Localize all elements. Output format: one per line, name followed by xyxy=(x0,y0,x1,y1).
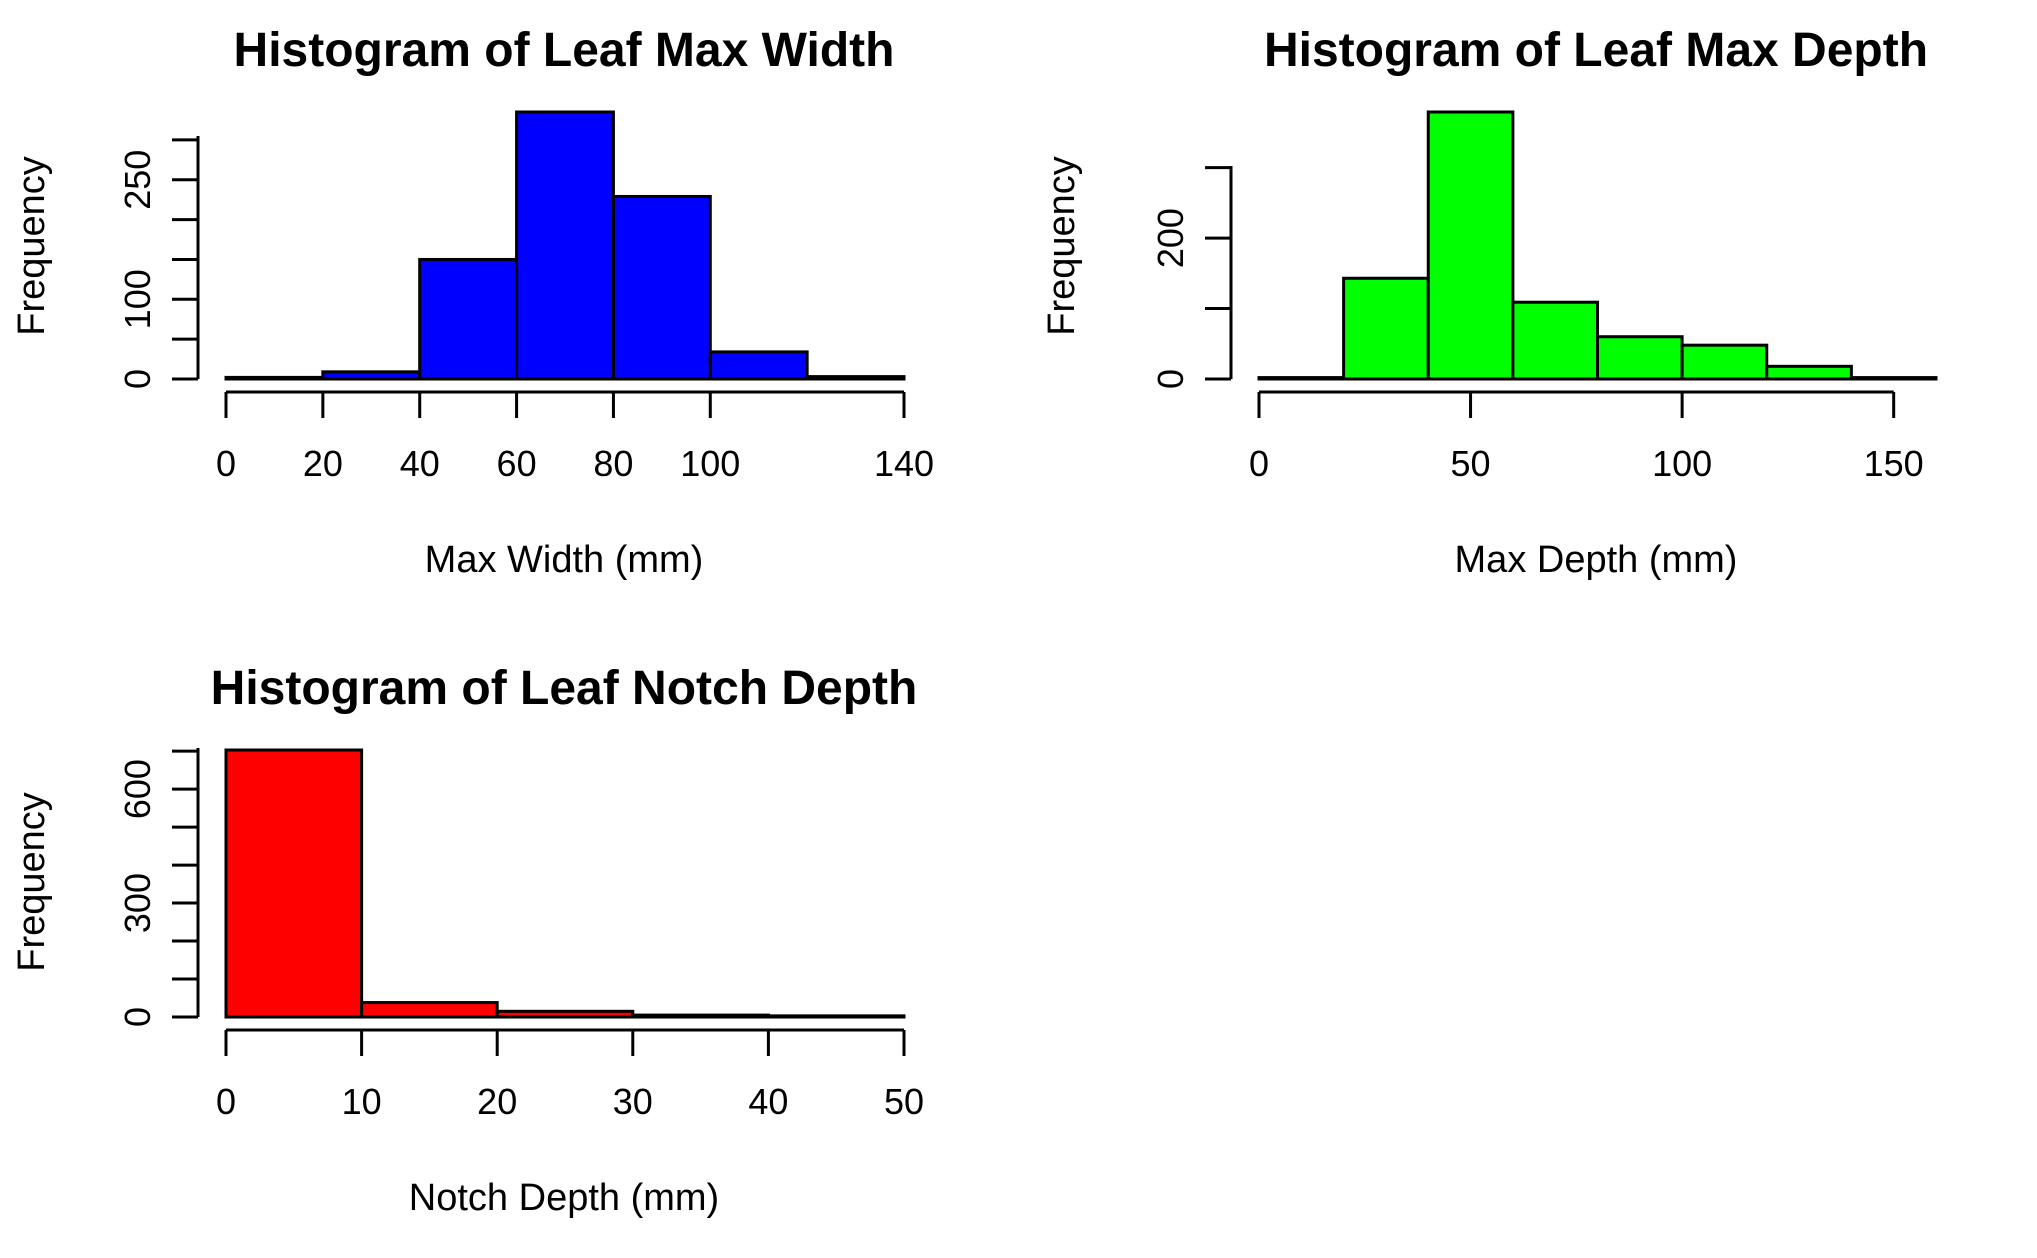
histogram-bar xyxy=(1596,335,1684,381)
y-tick-label: 0 xyxy=(117,1007,158,1027)
histogram-bar xyxy=(1426,110,1515,381)
chart-title: Histogram of Leaf Max Width xyxy=(234,24,895,77)
y-tick-label: 250 xyxy=(117,150,158,210)
x-axis: 0 20 40 60 80 100 140 xyxy=(216,390,934,484)
histogram-bar xyxy=(766,1014,906,1019)
x-tick-label: 20 xyxy=(303,443,343,484)
histogram-bar xyxy=(611,194,712,381)
y-axis: 0 200 xyxy=(1150,166,1233,389)
x-tick-label: 100 xyxy=(1652,443,1712,484)
bars xyxy=(224,110,906,381)
x-tick-label: 50 xyxy=(884,1081,924,1122)
histogram-bar xyxy=(631,1013,770,1019)
histogram-bar xyxy=(708,350,809,381)
x-tick-label: 100 xyxy=(680,443,740,484)
x-tick-label: 40 xyxy=(400,443,440,484)
x-tick-label: 50 xyxy=(1451,443,1491,484)
x-tick-label: 40 xyxy=(748,1081,788,1122)
y-tick-label: 100 xyxy=(117,269,158,329)
y-tick-label: 0 xyxy=(1150,369,1191,389)
panel-max-width: Histogram of Leaf Max Width Max Width (m… xyxy=(11,24,934,581)
x-tick-label: 30 xyxy=(613,1081,653,1122)
histogram-bar xyxy=(1511,300,1599,381)
bars xyxy=(224,748,906,1019)
histogram-bar xyxy=(1680,343,1769,381)
y-tick-label: 0 xyxy=(117,369,158,389)
histogram-bar xyxy=(418,257,519,381)
y-axis: 0 100 250 xyxy=(117,136,200,389)
x-tick-label: 80 xyxy=(593,443,633,484)
histogram-bar xyxy=(515,110,615,381)
x-tick-label: 0 xyxy=(216,1081,236,1122)
x-axis-label: Max Depth (mm) xyxy=(1455,539,1738,581)
y-axis: 0 300 600 xyxy=(117,748,200,1027)
x-axis-label: Max Width (mm) xyxy=(425,539,704,581)
x-axis: 0 10 20 30 40 50 xyxy=(216,1028,924,1122)
panel-notch-depth: Histogram of Leaf Notch Depth Notch Dept… xyxy=(11,662,924,1219)
histogram-bar xyxy=(1765,364,1853,381)
y-tick-label: 300 xyxy=(117,873,158,933)
x-tick-label: 0 xyxy=(1249,443,1269,484)
bars xyxy=(1257,110,1938,381)
x-axis: 0 50 100 150 xyxy=(1249,390,1924,484)
histogram-bar xyxy=(1257,376,1346,381)
panel-max-depth: Histogram of Leaf Max Depth Max Depth (m… xyxy=(1041,24,1938,581)
histogram-bar xyxy=(321,370,422,381)
y-axis-label: Frequency xyxy=(1041,156,1083,336)
histogram-bar xyxy=(805,375,906,381)
x-tick-label: 10 xyxy=(342,1081,382,1122)
chart-title: Histogram of Leaf Max Depth xyxy=(1264,24,1928,77)
y-axis-label: Frequency xyxy=(11,156,53,336)
histogram-bar xyxy=(360,1001,499,1019)
histogram-bar xyxy=(224,748,364,1019)
x-axis-label: Notch Depth (mm) xyxy=(409,1177,719,1219)
x-tick-label: 150 xyxy=(1864,443,1924,484)
histogram-bar xyxy=(495,1009,635,1019)
x-tick-label: 0 xyxy=(216,443,236,484)
chart-title: Histogram of Leaf Notch Depth xyxy=(211,662,918,715)
x-tick-label: 20 xyxy=(477,1081,517,1122)
x-tick-label: 60 xyxy=(497,443,537,484)
y-tick-label: 200 xyxy=(1150,208,1191,268)
y-tick-label: 600 xyxy=(117,759,158,819)
x-tick-label: 140 xyxy=(874,443,934,484)
histogram-bar xyxy=(1342,276,1430,381)
y-axis-label: Frequency xyxy=(11,792,53,972)
histogram-bar xyxy=(224,375,325,381)
histogram-bar xyxy=(1849,376,1938,381)
